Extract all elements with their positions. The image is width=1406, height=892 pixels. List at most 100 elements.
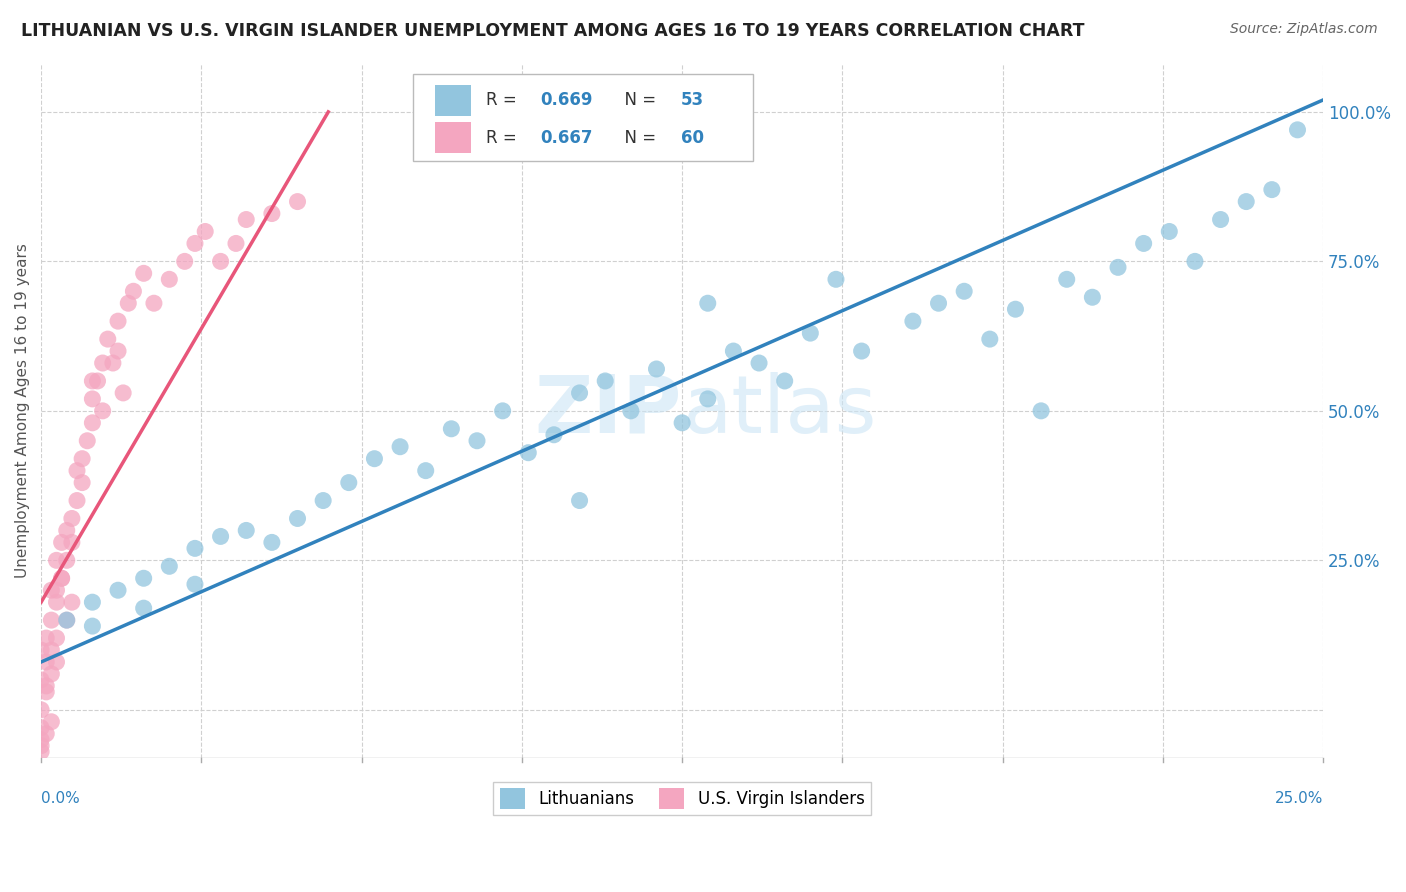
Point [1029, 404, 1052, 418]
Point [799, 326, 821, 340]
Point [225, 236, 247, 251]
Text: LITHUANIAN VS U.S. VIRGIN ISLANDER UNEMPLOYMENT AMONG AGES 16 TO 19 YEARS CORREL: LITHUANIAN VS U.S. VIRGIN ISLANDER UNEMP… [21, 22, 1084, 40]
Point [51, 535, 73, 549]
Point [184, 236, 207, 251]
Point [45, 583, 67, 598]
Point [184, 541, 207, 556]
Point [157, 272, 180, 286]
Point [45, 655, 67, 669]
Point [517, 446, 540, 460]
Point [70, 451, 93, 466]
Text: 60: 60 [681, 128, 704, 147]
Point [415, 464, 437, 478]
Point [389, 440, 412, 454]
Point [287, 511, 309, 525]
Point [35, 655, 58, 669]
Point [30, 721, 52, 735]
Point [645, 362, 668, 376]
Point [620, 404, 643, 418]
Point [928, 296, 950, 310]
Point [66, 464, 89, 478]
Point [773, 374, 796, 388]
Point [55, 613, 77, 627]
Point [723, 344, 745, 359]
Point [76, 434, 98, 448]
Point [107, 344, 129, 359]
Point [901, 314, 924, 328]
Point [35, 727, 58, 741]
Point [173, 254, 195, 268]
Text: R =: R = [486, 128, 522, 147]
Point [41, 714, 63, 729]
Text: ZIP: ZIP [534, 372, 682, 450]
Point [82, 416, 104, 430]
Text: 0.669: 0.669 [540, 91, 592, 109]
Point [1286, 123, 1309, 137]
FancyBboxPatch shape [413, 74, 752, 161]
Point [1107, 260, 1129, 275]
Point [260, 535, 283, 549]
Point [260, 206, 283, 220]
Point [593, 374, 616, 388]
Point [696, 392, 718, 406]
Point [132, 601, 155, 615]
Point [748, 356, 770, 370]
Point [1159, 225, 1181, 239]
Point [122, 285, 145, 299]
FancyBboxPatch shape [434, 122, 471, 153]
Point [82, 392, 104, 406]
Point [287, 194, 309, 209]
Point [66, 493, 89, 508]
Point [51, 571, 73, 585]
Point [825, 272, 848, 286]
Point [142, 296, 165, 310]
Text: 53: 53 [681, 91, 704, 109]
Point [30, 745, 52, 759]
Point [851, 344, 873, 359]
Point [543, 427, 565, 442]
Point [45, 631, 67, 645]
Point [70, 475, 93, 490]
Point [209, 254, 232, 268]
Text: R =: R = [486, 91, 522, 109]
Text: N =: N = [614, 91, 662, 109]
Text: 0.0%: 0.0% [41, 790, 80, 805]
Point [51, 571, 73, 585]
Point [671, 416, 693, 430]
Point [363, 451, 385, 466]
Point [60, 595, 83, 609]
Point [35, 679, 58, 693]
Point [82, 619, 104, 633]
Point [1132, 236, 1154, 251]
Point [953, 285, 976, 299]
Point [41, 583, 63, 598]
Point [55, 613, 77, 627]
Point [45, 595, 67, 609]
Point [184, 577, 207, 591]
Point [491, 404, 513, 418]
Point [337, 475, 360, 490]
Y-axis label: Unemployment Among Ages 16 to 19 years: Unemployment Among Ages 16 to 19 years [15, 244, 30, 578]
Point [1004, 302, 1026, 317]
Point [41, 667, 63, 681]
Point [209, 529, 232, 543]
Point [55, 553, 77, 567]
Text: N =: N = [614, 128, 662, 147]
Point [132, 266, 155, 280]
FancyBboxPatch shape [434, 85, 471, 116]
Point [1234, 194, 1257, 209]
Legend: Lithuanians, U.S. Virgin Islanders: Lithuanians, U.S. Virgin Islanders [494, 781, 872, 815]
Point [30, 643, 52, 657]
Point [30, 703, 52, 717]
Point [312, 493, 335, 508]
Point [60, 511, 83, 525]
Point [107, 314, 129, 328]
Point [82, 374, 104, 388]
Point [107, 583, 129, 598]
Point [91, 404, 114, 418]
Point [91, 356, 114, 370]
Point [235, 212, 257, 227]
Point [41, 613, 63, 627]
Point [1209, 212, 1232, 227]
Point [235, 524, 257, 538]
